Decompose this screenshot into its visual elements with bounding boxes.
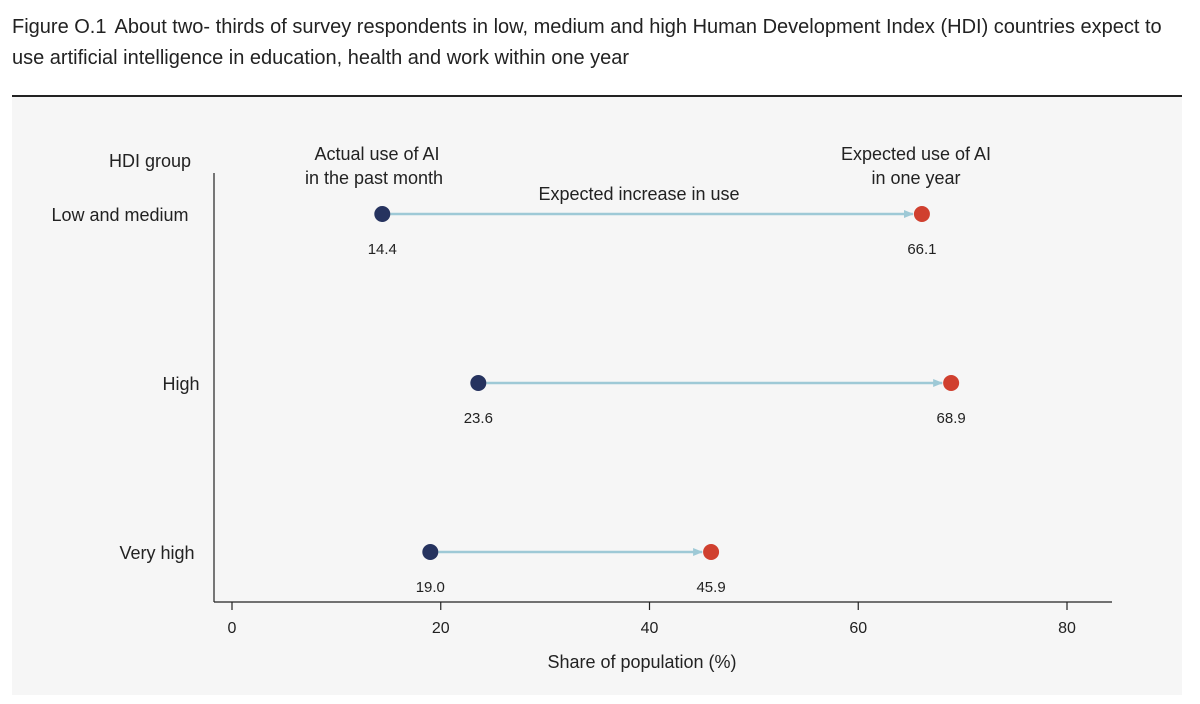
title-rule: [12, 95, 1182, 97]
expected-point: [913, 206, 930, 222]
x-tick-label: 60: [849, 620, 867, 637]
x-tick-label: 80: [1058, 620, 1076, 637]
chart-labels: 0 20 40 60 80 Share of population (%) HDI grou…: [51, 144, 1076, 672]
actual-value-label: 23.6: [464, 410, 493, 427]
expected-point: [703, 544, 720, 560]
category-label: Very high: [119, 543, 194, 563]
expected-value-label: 45.9: [696, 579, 725, 596]
expected-header-line1: Expected use of AI: [841, 144, 991, 164]
chart-marks: [374, 206, 960, 560]
category-label: Low and medium: [51, 205, 188, 225]
actual-value-label: 19.0: [416, 579, 445, 596]
expected-header-line2: in one year: [871, 168, 960, 188]
x-tick-label: 40: [641, 620, 659, 637]
actual-value-label: 14.4: [368, 241, 397, 258]
y-axis-title: HDI group: [109, 151, 191, 171]
figure-title: Figure O.1 About two- thirds of survey re…: [12, 12, 1182, 74]
x-axis-title: Share of population (%): [547, 652, 736, 672]
expected-value-label: 66.1: [907, 241, 936, 258]
actual-header-line2: in the past month: [305, 168, 443, 188]
actual-point: [422, 544, 439, 560]
chart-panel: [12, 97, 1182, 695]
actual-header-line1: Actual use of AI: [314, 144, 439, 164]
axes: [213, 173, 1112, 610]
x-tick-label: 0: [228, 620, 237, 637]
arrow-label: Expected increase in use: [538, 184, 739, 204]
actual-point: [470, 375, 487, 391]
expected-point: [943, 375, 960, 391]
actual-point: [374, 206, 391, 222]
expected-value-label: 68.9: [937, 410, 966, 427]
figure-label: Figure O.1: [12, 16, 107, 38]
category-label: High: [162, 374, 199, 394]
figure-title-text: About two- thirds of survey respondents …: [12, 16, 1162, 69]
x-tick-label: 20: [432, 620, 450, 637]
